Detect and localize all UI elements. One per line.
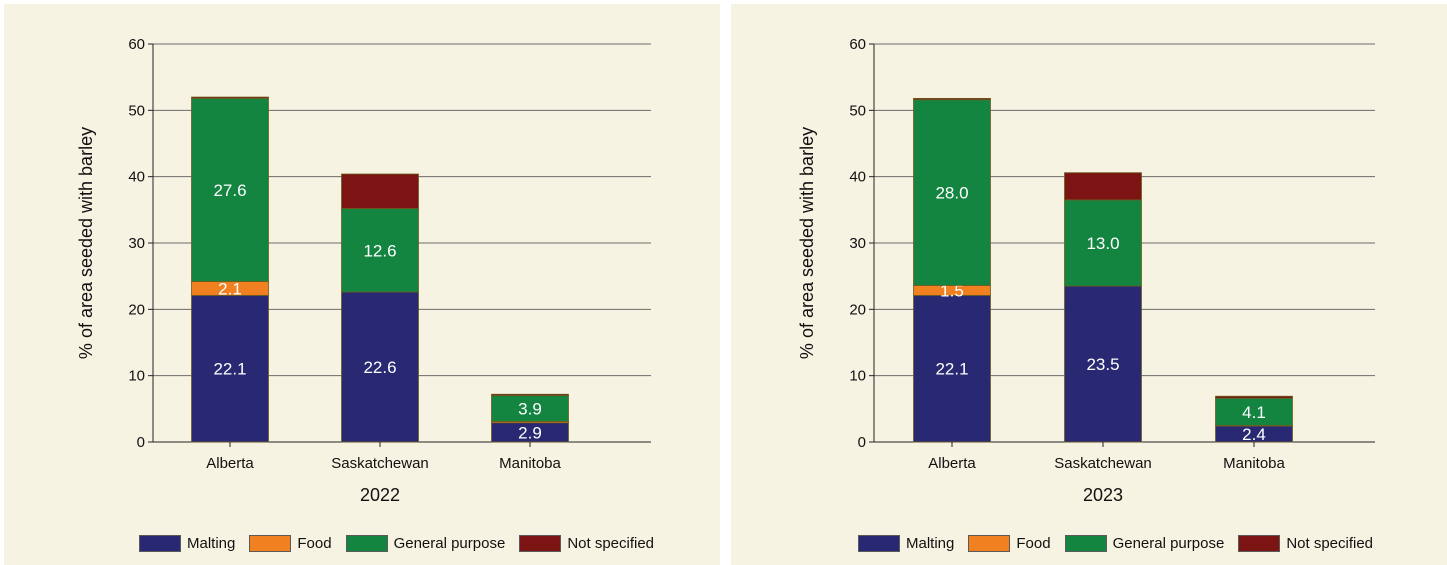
y-tick-label: 0 <box>137 434 145 451</box>
y-tick-label: 40 <box>128 169 145 186</box>
chart-panel-2023: 0 10 20 30 40 50 60 % of area seeded with barle… <box>731 4 1447 565</box>
legend-item-general-purpose: General purpose <box>345 534 506 552</box>
y-tick-label: 50 <box>849 102 866 119</box>
x-axis-label: 2023 <box>1083 485 1123 505</box>
y-tick-label: 40 <box>849 169 866 186</box>
y-tick-label: 30 <box>849 235 866 252</box>
bar-segment-not-specified-alberta <box>191 96 269 99</box>
legend-swatch <box>519 534 562 552</box>
x-tick-label-manitoba: Manitoba <box>499 455 561 472</box>
legend-label: Food <box>1016 534 1051 552</box>
bar-segment-not-specified-manitoba <box>1215 395 1293 399</box>
legend-label: Malting <box>906 534 955 552</box>
bar-segment-malting-alberta <box>191 295 269 443</box>
bar-segment-general-purpose-saskatchewan <box>341 208 419 293</box>
legend-item-not-specified: Not specified <box>519 534 655 552</box>
x-tick-label-alberta: Alberta <box>928 455 976 472</box>
bar-segment-not-specified-saskatchewan <box>1064 172 1142 201</box>
legend-swatch <box>1064 534 1107 552</box>
data-label-malting-saskatchewan: 23.5 <box>1086 355 1119 374</box>
stacked-bar-chart-2022: 0 10 20 30 40 50 60 % of area seeded with barle… <box>76 36 651 505</box>
data-label-food-alberta: 2.1 <box>218 279 242 298</box>
legend-item-malting: Malting <box>139 534 236 552</box>
legend-label: General purpose <box>1112 534 1225 552</box>
y-tick-label: 0 <box>858 434 866 451</box>
x-axis-label: 2022 <box>360 485 400 505</box>
y-tick-label: 20 <box>849 301 866 318</box>
legend-label: Not specified <box>1286 534 1374 552</box>
legend-label: Not specified <box>567 534 655 552</box>
legend-swatch <box>1238 534 1281 552</box>
x-tick-label-saskatchewan: Saskatchewan <box>1054 455 1152 472</box>
legend-label: Malting <box>187 534 236 552</box>
bar-segment-malting-saskatchewan <box>1064 285 1142 443</box>
data-label-general-purpose-saskatchewan: 12.6 <box>363 241 396 260</box>
legend-item-food: Food <box>968 534 1051 552</box>
legend-item-general-purpose: General purpose <box>1064 534 1225 552</box>
data-label-malting-alberta: 22.1 <box>213 360 246 379</box>
legend-swatch <box>858 534 900 552</box>
stacked-bar-chart-2023: 0 10 20 30 40 50 60 % of area seeded with barle… <box>797 36 1375 505</box>
bar-segment-not-specified-saskatchewan <box>341 173 419 209</box>
y-tick-label: 30 <box>128 235 145 252</box>
x-tick-label-saskatchewan: Saskatchewan <box>331 455 429 472</box>
data-label-general-purpose-alberta: 28.0 <box>935 184 968 203</box>
legend-swatch <box>968 534 1011 552</box>
data-label-malting-saskatchewan: 22.6 <box>363 358 396 377</box>
data-label-general-purpose-manitoba: 4.1 <box>1242 403 1266 422</box>
bar-segment-not-specified-manitoba <box>491 393 569 396</box>
data-label-food-alberta: 1.5 <box>940 281 964 300</box>
legend-item-food: Food <box>249 534 332 552</box>
y-axis-label: % of area seeded with barley <box>76 127 96 359</box>
y-tick-label: 10 <box>849 368 866 385</box>
y-tick-label: 60 <box>128 36 145 53</box>
legend-swatch <box>139 534 181 552</box>
legend-item-not-specified: Not specified <box>1238 534 1374 552</box>
data-label-general-purpose-alberta: 27.6 <box>213 181 246 200</box>
legend-label: General purpose <box>393 534 506 552</box>
data-label-malting-manitoba: 2.9 <box>518 423 542 442</box>
legend-label: Food <box>297 534 332 552</box>
legend-swatch <box>249 534 292 552</box>
data-label-general-purpose-saskatchewan: 13.0 <box>1086 234 1119 253</box>
y-tick-label: 10 <box>128 368 145 385</box>
data-label-general-purpose-manitoba: 3.9 <box>518 400 542 419</box>
data-label-malting-manitoba: 2.4 <box>1242 425 1266 444</box>
bar-segment-general-purpose-alberta <box>913 99 991 286</box>
bar-segment-malting-alberta <box>913 295 991 443</box>
x-tick-label-alberta: Alberta <box>206 455 254 472</box>
legend-swatch <box>345 534 388 552</box>
legend-2022: Malting Food General purpose Not specified <box>139 530 654 556</box>
data-label-malting-alberta: 22.1 <box>935 360 968 379</box>
bar-segment-malting-saskatchewan <box>341 291 419 443</box>
chart-panel-2022: 0 10 20 30 40 50 60 % of area seeded with barle… <box>4 4 720 565</box>
legend-2023: Malting Food General purpose Not specified <box>858 530 1373 556</box>
y-tick-label: 60 <box>849 36 866 53</box>
y-tick-label: 20 <box>128 301 145 318</box>
y-axis-label: % of area seeded with barley <box>797 127 817 359</box>
legend-item-malting: Malting <box>858 534 955 552</box>
y-tick-label: 50 <box>128 102 145 119</box>
x-tick-label-manitoba: Manitoba <box>1223 455 1285 472</box>
bar-segment-not-specified-alberta <box>913 97 991 101</box>
